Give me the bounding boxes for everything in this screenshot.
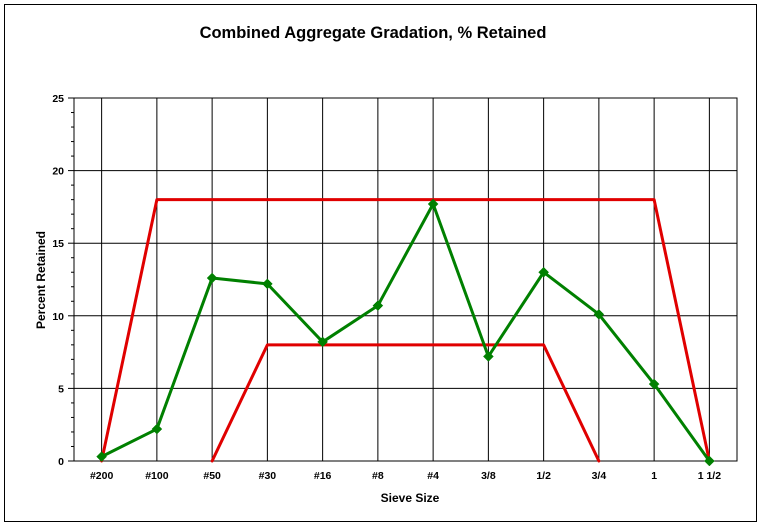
x-tick-label: #4 (427, 470, 439, 482)
x-axis-label: Sieve Size (381, 491, 440, 505)
x-tick-label: 1 1/2 (698, 470, 722, 482)
data-point-marker (206, 272, 218, 284)
y-axis-label: Percent Retained (34, 231, 48, 329)
y-tick-label: 25 (52, 93, 64, 105)
data-point-marker (317, 336, 328, 348)
data-point-marker (538, 266, 549, 278)
x-tick-label: 1/2 (536, 470, 551, 482)
data-point-marker (96, 451, 107, 462)
data-point-marker (483, 351, 494, 362)
x-tick-label: #200 (90, 470, 114, 482)
data-point-marker (648, 378, 660, 390)
chart-title: Combined Aggregate Gradation, % Retained (200, 24, 547, 42)
y-tick-label: 5 (58, 383, 64, 395)
x-tick-label: #100 (145, 470, 169, 482)
data-point-marker (372, 300, 384, 311)
series-line (210, 343, 601, 463)
data-point-marker (151, 423, 163, 435)
x-tick-label: 1 (651, 470, 657, 482)
plot-border (73, 97, 738, 462)
y-tick-label: 15 (52, 238, 64, 250)
y-tick-label: 20 (52, 166, 64, 178)
data-point-marker (593, 308, 605, 320)
x-tick-label: 3/4 (592, 470, 607, 482)
x-tick-label: #8 (372, 470, 384, 482)
data-point-marker (704, 455, 715, 467)
plot-area: 0 5 10 15 20 25 #200 #100 #50 #30 #16 #8 #4 3/8 1/2 3/4… (52, 93, 738, 482)
series-line (100, 202, 711, 463)
x-tick-label: #50 (203, 470, 221, 482)
plot-background (74, 98, 737, 461)
data-point-marker (427, 198, 439, 210)
y-tick-label: 0 (58, 456, 64, 468)
series-line (100, 198, 711, 463)
x-tick-label: 3/8 (481, 470, 496, 482)
x-tick-label: #30 (259, 470, 277, 482)
y-tick-label: 10 (52, 311, 64, 323)
data-point-marker (262, 278, 273, 290)
x-tick-label: #16 (314, 470, 332, 482)
